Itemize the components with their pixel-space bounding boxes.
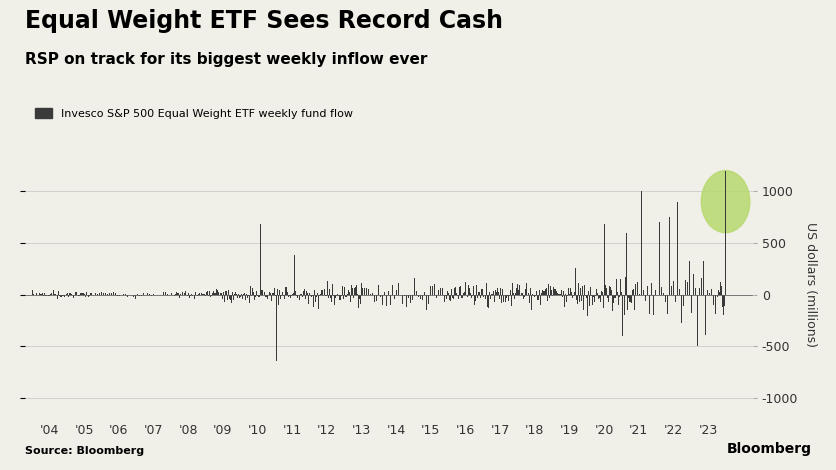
Y-axis label: US dollars (millions): US dollars (millions) <box>803 222 817 347</box>
Text: Bloomberg: Bloomberg <box>726 442 811 456</box>
Ellipse shape <box>701 171 749 233</box>
Text: Equal Weight ETF Sees Record Cash: Equal Weight ETF Sees Record Cash <box>25 9 502 33</box>
Legend: Invesco S&P 500 Equal Weight ETF weekly fund flow: Invesco S&P 500 Equal Weight ETF weekly … <box>31 104 357 124</box>
Text: RSP on track for its biggest weekly inflow ever: RSP on track for its biggest weekly infl… <box>25 52 427 67</box>
Text: Source: Bloomberg: Source: Bloomberg <box>25 446 144 456</box>
